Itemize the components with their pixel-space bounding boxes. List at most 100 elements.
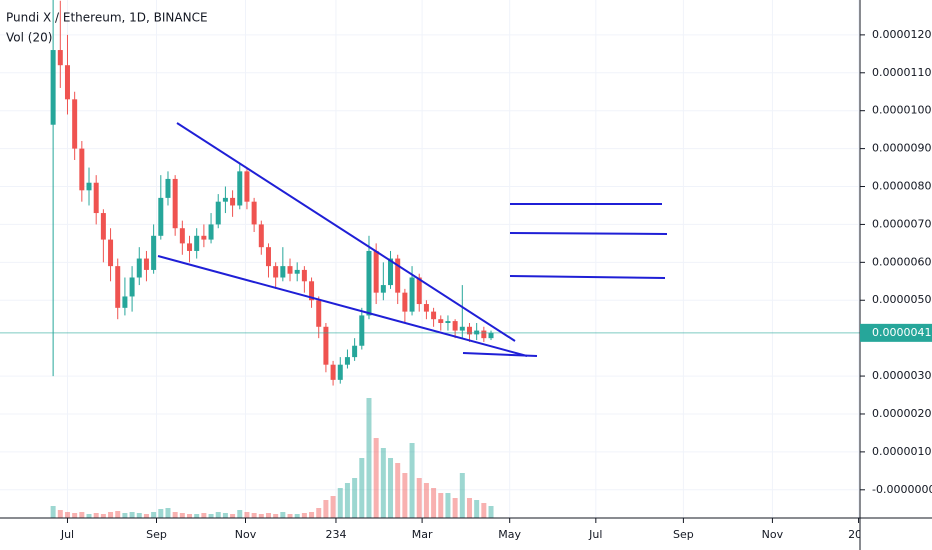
candle-body <box>165 178 171 198</box>
candle-body <box>373 250 379 293</box>
volume-bar <box>79 512 85 518</box>
volume-bar <box>230 514 236 518</box>
y-tick-label: 0.00000100 <box>872 445 932 458</box>
candle-body <box>265 247 271 267</box>
volume-bar <box>323 500 329 518</box>
price-pane <box>0 0 860 386</box>
volume-bar <box>466 498 472 518</box>
drawings <box>157 122 668 357</box>
volume-bar <box>129 512 135 518</box>
volume-bar <box>151 512 157 518</box>
volume-bar <box>265 513 271 518</box>
volume-bar <box>72 513 78 518</box>
trend-line <box>176 122 516 342</box>
x-tick-label: Jul <box>588 528 602 541</box>
volume-bar <box>294 514 300 518</box>
y-tick-label: 0.00000600 <box>872 255 932 268</box>
candle-body <box>230 197 236 206</box>
candle-body <box>294 269 300 274</box>
volume-bar <box>438 493 444 518</box>
volume-bar <box>165 508 171 518</box>
volume-bar <box>481 503 487 518</box>
volume-bar <box>280 512 286 518</box>
candle-body <box>158 197 164 236</box>
candle-body <box>309 281 315 301</box>
x-tick-label: Sep <box>146 528 167 541</box>
candle-body <box>79 148 85 191</box>
horizontal-line <box>509 275 666 279</box>
volume-bar <box>452 498 458 518</box>
candle-body <box>280 266 286 278</box>
volume-bar <box>251 513 257 518</box>
volume-bar <box>380 448 386 518</box>
trend-line <box>462 352 538 357</box>
candle-body <box>64 65 70 100</box>
candle-body <box>359 315 365 346</box>
candle-body <box>459 326 465 331</box>
volume-bar <box>158 509 164 518</box>
volume-bar <box>344 483 350 518</box>
indicator-label: Vol (20) <box>6 31 52 45</box>
volume-bar <box>179 513 185 518</box>
candle-body <box>251 201 257 225</box>
volume-bar <box>395 463 401 518</box>
y-tick-label: 0.00001200 <box>872 28 932 41</box>
volume-bar <box>64 512 70 518</box>
trend-line <box>157 255 528 357</box>
y-tick-label: 0.00000200 <box>872 407 932 420</box>
last-price-label: 0.00000414 <box>872 326 932 339</box>
volume-bar <box>258 514 264 518</box>
candle-body <box>395 258 401 293</box>
candle-body <box>237 171 243 206</box>
last-price-box <box>860 323 932 342</box>
volume-bar <box>273 514 279 518</box>
volume-bar <box>143 514 149 518</box>
candle-body <box>273 266 279 278</box>
y-tick-label: 0.00000500 <box>872 293 932 306</box>
candle-body <box>122 296 128 308</box>
candle-body <box>72 99 78 149</box>
candle-body <box>466 326 472 335</box>
candle-body <box>108 239 114 267</box>
candle-body <box>423 304 429 312</box>
candle-body <box>344 357 350 365</box>
candle-body <box>287 266 293 274</box>
volume-bar <box>431 488 437 518</box>
y-tick-label: 0.00000800 <box>872 180 932 193</box>
volume-bar <box>402 473 408 518</box>
candle-body <box>129 277 135 297</box>
x-tick-label: Sep <box>673 528 694 541</box>
candle-body <box>301 269 307 282</box>
volume-bar <box>57 510 63 518</box>
volume-bar <box>194 514 200 518</box>
candle-body <box>337 364 343 380</box>
x-tick-label: Nov <box>235 528 257 541</box>
volume-bar <box>352 478 358 518</box>
y-tick-label: 0.00001000 <box>872 104 932 117</box>
x-tick-label: 202 <box>848 528 869 541</box>
candle-body <box>93 182 99 214</box>
x-tick-label: Jul <box>60 528 74 541</box>
candle-body <box>431 311 437 320</box>
candle-body <box>115 266 121 308</box>
volume-bar <box>287 514 293 518</box>
candle-body <box>86 182 92 191</box>
y-tick-label: -0.00000000 <box>872 483 932 496</box>
candle-body <box>201 235 207 240</box>
volume-bar <box>136 513 142 518</box>
grid <box>0 0 860 518</box>
candle-body <box>330 364 336 380</box>
volume-bar <box>366 398 372 518</box>
candle-body <box>316 300 322 327</box>
candle-body <box>208 224 214 240</box>
x-axis-labels: Jul Sep Nov 234 Mar May Jul Sep Nov 202 <box>60 528 869 541</box>
candle-body <box>438 319 444 323</box>
candle-body <box>194 235 200 251</box>
x-tick-label: 234 <box>325 528 346 541</box>
volume-bar <box>115 511 121 518</box>
volume-bar <box>222 513 228 518</box>
volume-bar <box>108 512 114 518</box>
volume-bar <box>93 513 99 518</box>
chart-title: Pundi X / Ethereum, 1D, BINANCE <box>6 11 208 25</box>
axes: 0.00001200 0.00001100 0.00001000 0.00000900… <box>60 28 932 541</box>
